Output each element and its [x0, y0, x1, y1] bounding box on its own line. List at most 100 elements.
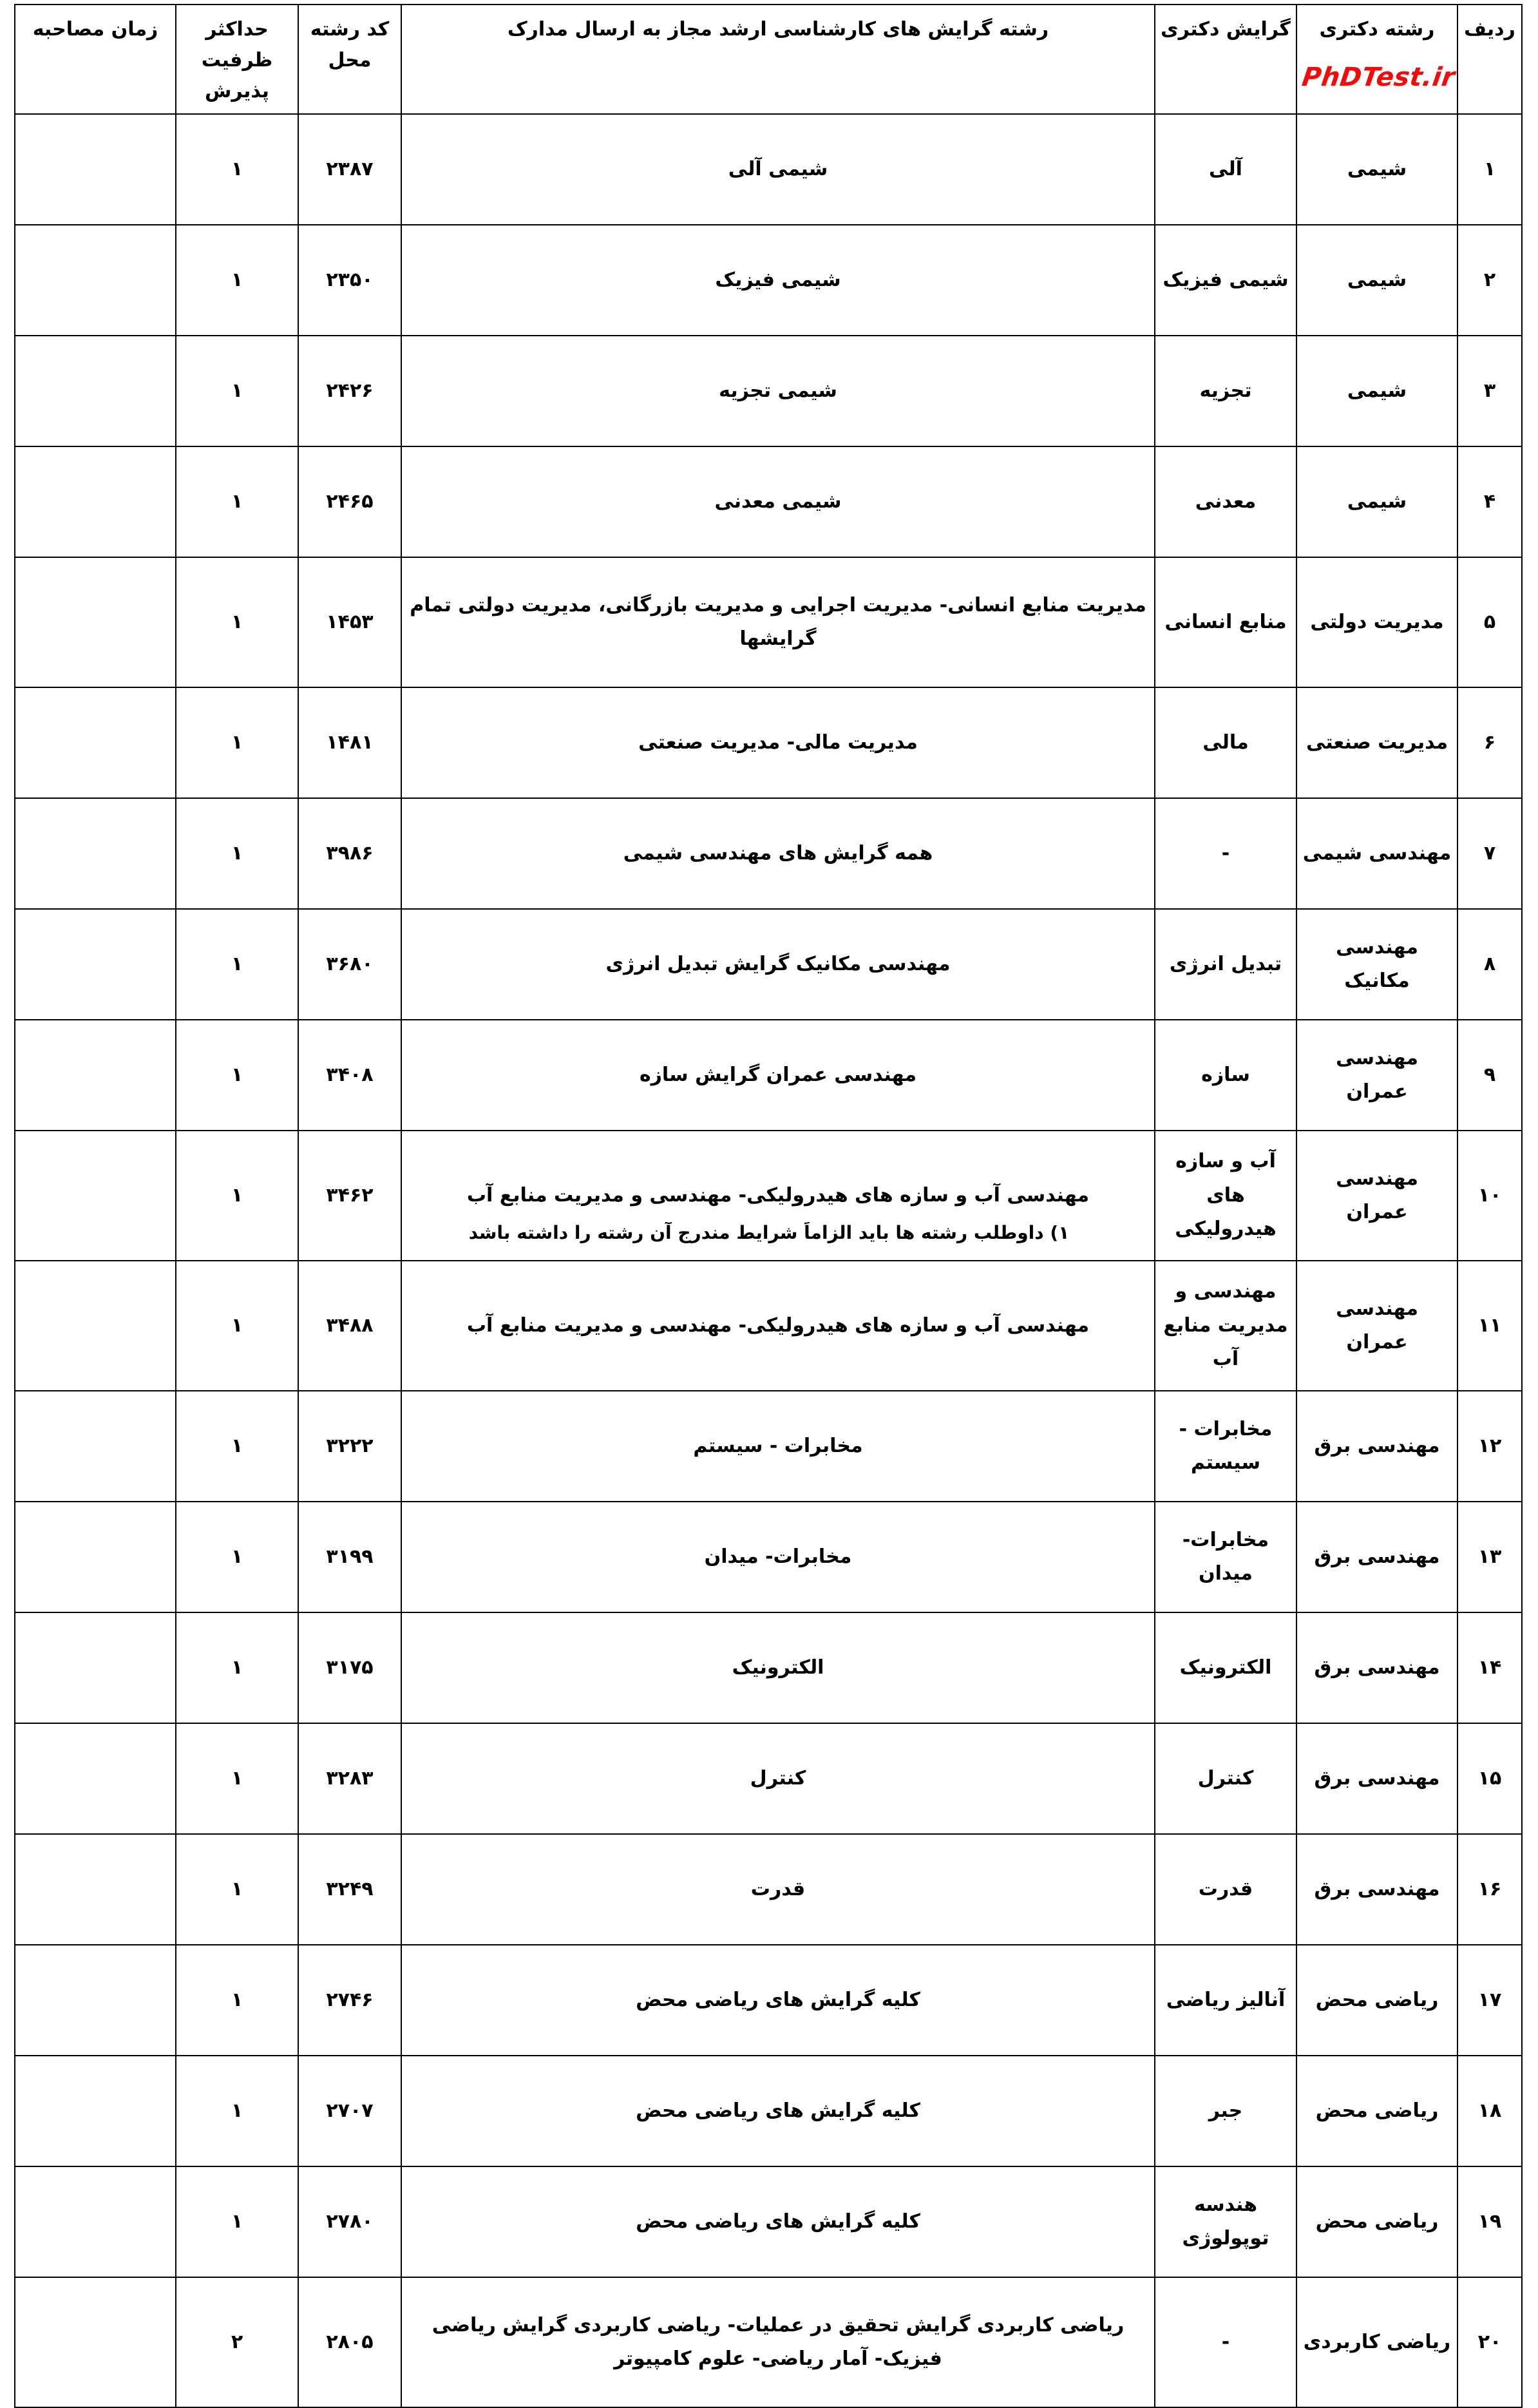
table-row: ۱۵ مهندسی برق کنترل کنترل ۳۲۸۳ ۱: [14, 1723, 1523, 1835]
cell-radif: ۹: [1457, 1019, 1523, 1131]
cell-reshte-doctori: ریاضی کاربردی: [1296, 2277, 1458, 2408]
cell-gerayesh-doctori: مخابرات- میدان: [1154, 1501, 1297, 1613]
cell-zarfiat: ۱: [175, 687, 299, 799]
column-header-reshte-doctori: رشته دکتری PhDTest.ir: [1296, 4, 1458, 115]
column-header-zarfiat: حداکثر ظرفیت پذیرش: [175, 4, 299, 115]
cell-zaman: [14, 1723, 176, 1835]
table-row: ۲۰ ریاضی کاربردی - ریاضی کاربردی گرایش تحقی…: [14, 2277, 1523, 2408]
cell-gerayesh-doctori: -: [1154, 798, 1297, 910]
cell-gerayesh-doctori: تبدیل انرژی: [1154, 908, 1297, 1020]
column-header-arshad: رشته گرایش های کارشناسی ارشد مجاز به ارس…: [401, 4, 1155, 115]
cell-zaman: [14, 1501, 176, 1613]
table-row: ۴ شیمی معدنی شیمی معدنی ۲۴۶۵ ۱: [14, 446, 1523, 558]
cell-arshad: کلیه گرایش های ریاضی محض: [401, 1944, 1155, 2056]
cell-zaman: [14, 1612, 176, 1724]
cell-zarfiat: ۱: [175, 446, 299, 558]
cell-code: ۲۷۴۶: [298, 1944, 402, 2056]
table-row: ۱ شیمی آلی شیمی آلی ۲۳۸۷ ۱: [14, 113, 1523, 225]
column-header-reshte-doctori-label: رشته دکتری: [1319, 18, 1435, 41]
cell-gerayesh-doctori: مخابرات - سیستم: [1154, 1390, 1297, 1502]
cell-zarfiat: ۱: [175, 335, 299, 447]
cell-code: ۲۸۰۵: [298, 2277, 402, 2408]
table-row: ۸ مهندسی مکانیک تبدیل انرژی مهندسی مکانیک گ…: [14, 908, 1523, 1020]
cell-zarfiat: ۲: [175, 2277, 299, 2408]
cell-arshad: همه گرایش های مهندسی شیمی: [401, 798, 1155, 910]
cell-gerayesh-doctori: هندسه توپولوژی: [1154, 2166, 1297, 2278]
cell-code: ۳۲۲۲: [298, 1390, 402, 1502]
cell-code: ۳۹۸۶: [298, 798, 402, 910]
cell-arshad: قدرت: [401, 1833, 1155, 1945]
table-row: ۱۲ مهندسی برق مخابرات - سیستم مخابرات - سیس…: [14, 1390, 1523, 1502]
cell-zaman: [14, 557, 176, 688]
cell-arshad: شیمی معدنی: [401, 446, 1155, 558]
table-row: ۲ شیمی شیمی فیزیک شیمی فیزیک ۲۳۵۰ ۱: [14, 224, 1523, 336]
cell-zaman: [14, 2277, 176, 2408]
cell-code: ۲۷۸۰: [298, 2166, 402, 2278]
table-row: ۵ مدیریت دولتی منابع انسانی مدیریت منابع ان…: [14, 557, 1523, 688]
cell-gerayesh-doctori: مهندسی و مدیریت منابع آب: [1154, 1260, 1297, 1391]
table-row: ۱۱ مهندسی عمران مهندسی و مدیریت منابع آب مه…: [14, 1260, 1523, 1391]
cell-reshte-doctori: مهندسی برق: [1296, 1501, 1458, 1613]
cell-gerayesh-doctori: -: [1154, 2277, 1297, 2408]
column-header-gerayesh-doctori-label: گرایش دکتری: [1161, 18, 1291, 41]
column-header-code-label: کد رشته محل: [310, 18, 390, 72]
cell-code: ۳۴۸۸: [298, 1260, 402, 1391]
cell-reshte-doctori: مهندسی عمران: [1296, 1260, 1458, 1391]
cell-arshad: کنترل: [401, 1723, 1155, 1835]
cell-arshad: کلیه گرایش های ریاضی محض: [401, 2166, 1155, 2278]
cell-reshte-doctori: مدیریت دولتی: [1296, 557, 1458, 688]
cell-radif: ۵: [1457, 557, 1523, 688]
cell-arshad: الکترونیک: [401, 1612, 1155, 1724]
cell-radif: ۳: [1457, 335, 1523, 447]
cell-reshte-doctori: مدیریت صنعتی: [1296, 687, 1458, 799]
cell-radif: ۱۰: [1457, 1130, 1523, 1261]
footnote: ۱) داوطلب رشته ها باید الزاماً شرایط مند…: [468, 1222, 1070, 1243]
cell-zaman: [14, 446, 176, 558]
cell-reshte-doctori: مهندسی برق: [1296, 1833, 1458, 1945]
cell-gerayesh-doctori: آب و سازه های هیدرولیکی: [1154, 1130, 1297, 1261]
cell-zaman: [14, 113, 176, 225]
cell-arshad: مهندسی آب و سازه های هیدرولیکی- مهندسی و…: [401, 1260, 1155, 1391]
column-header-zaman: زمان مصاحبه: [14, 4, 176, 115]
cell-gerayesh-doctori: سازه: [1154, 1019, 1297, 1131]
cell-reshte-doctori: مهندسی شیمی: [1296, 798, 1458, 910]
cell-zaman: [14, 908, 176, 1020]
cell-code: ۲۷۰۷: [298, 2055, 402, 2167]
page-sheet: ردیف رشته دکتری PhDTest.ir گرایش دکتری ر…: [0, 4, 1538, 2408]
cell-zarfiat: ۱: [175, 557, 299, 688]
cell-reshte-doctori: ریاضی محض: [1296, 2055, 1458, 2167]
cell-radif: ۱۴: [1457, 1612, 1523, 1724]
cell-gerayesh-doctori: تجزیه: [1154, 335, 1297, 447]
table-row: ۶ مدیریت صنعتی مالی مدیریت مالی- مدیریت صنع…: [14, 687, 1523, 799]
cell-zarfiat: ۱: [175, 1130, 299, 1261]
cell-arshad: شیمی آلی: [401, 113, 1155, 225]
cell-zarfiat: ۱: [175, 2166, 299, 2278]
table-row: ۱۷ ریاضی محض آنالیز ریاضی کلیه گرایش های ری…: [14, 1944, 1523, 2056]
column-header-radif: ردیف: [1457, 4, 1523, 115]
cell-code: ۳۲۸۳: [298, 1723, 402, 1835]
table-row: ۱۳ مهندسی برق مخابرات- میدان مخابرات- میدان…: [14, 1501, 1523, 1613]
table-row: ۱۶ مهندسی برق قدرت قدرت ۳۲۴۹ ۱: [14, 1833, 1523, 1945]
table-row: ۱۹ ریاضی محض هندسه توپولوژی کلیه گرایش های …: [14, 2166, 1523, 2278]
cell-arshad: کلیه گرایش های ریاضی محض: [401, 2055, 1155, 2167]
cell-reshte-doctori: شیمی: [1296, 335, 1458, 447]
table-row: ۷ مهندسی شیمی - همه گرایش های مهندسی شیمی ۳۹…: [14, 798, 1523, 910]
cell-zarfiat: ۱: [175, 1260, 299, 1391]
cell-reshte-doctori: مهندسی برق: [1296, 1723, 1458, 1835]
column-header-arshad-label: رشته گرایش های کارشناسی ارشد مجاز به ارس…: [507, 18, 1049, 41]
cell-gerayesh-doctori: مالی: [1154, 687, 1297, 799]
cell-gerayesh-doctori: جبر: [1154, 2055, 1297, 2167]
table-row: ۳ شیمی تجزیه شیمی تجزیه ۲۴۲۶ ۱: [14, 335, 1523, 447]
cell-reshte-doctori: شیمی: [1296, 113, 1458, 225]
cell-radif: ۲: [1457, 224, 1523, 336]
cell-code: ۳۴۰۸: [298, 1019, 402, 1131]
cell-gerayesh-doctori: آنالیز ریاضی: [1154, 1944, 1297, 2056]
cell-reshte-doctori: شیمی: [1296, 224, 1458, 336]
cell-radif: ۲۰: [1457, 2277, 1523, 2408]
cell-gerayesh-doctori: شیمی فیزیک: [1154, 224, 1297, 336]
cell-arshad: شیمی تجزیه: [401, 335, 1155, 447]
cell-zarfiat: ۱: [175, 1612, 299, 1724]
column-header-code: کد رشته محل: [298, 4, 402, 115]
cell-radif: ۱۲: [1457, 1390, 1523, 1502]
cell-code: ۲۴۶۵: [298, 446, 402, 558]
